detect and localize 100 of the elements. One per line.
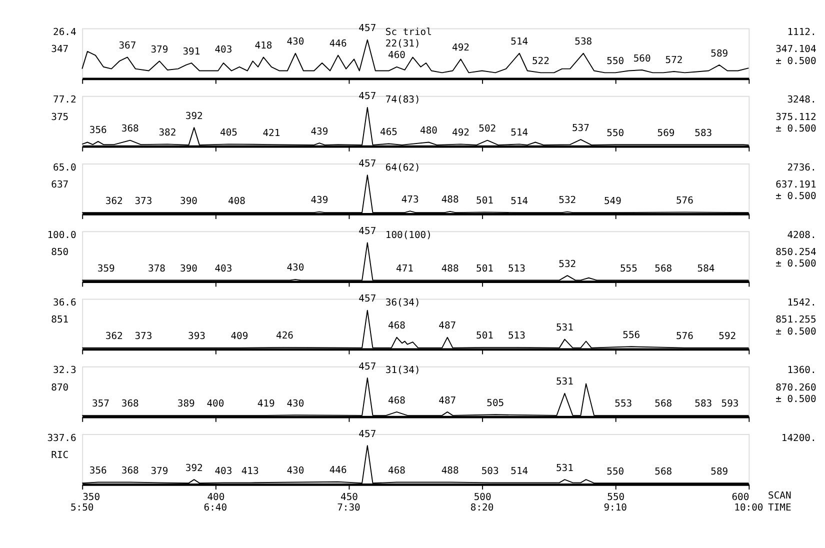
annotation: 576 [676,331,694,342]
y-axis-title: 637 [51,179,69,190]
annotation: 584 [697,264,715,274]
text: 347.104 [776,44,816,56]
text: 77.2 [53,94,76,106]
y-axis-title: 375 [51,112,69,123]
text: ± 0.500 [776,258,816,270]
annotation: 555 [620,264,638,274]
text: 375.112 [776,112,816,123]
annotation: 514 [510,127,528,138]
text: ± 0.500 [776,123,816,134]
annotation: 405 [220,127,238,138]
annotation: 503 [481,466,499,477]
annotation: 418 [254,40,272,52]
annotation: 492 [452,42,470,54]
text: 337.6 [47,432,76,444]
text: 850.254 [776,247,816,258]
annotation: 373 [134,331,152,342]
annotation: 362 [105,331,123,342]
annotation: 430 [286,466,304,477]
annotation: 368 [121,466,140,477]
annotation: 532 [558,195,576,206]
text: 64(62) [385,162,420,174]
annotation: 538 [574,36,592,48]
annotation: 589 [710,48,728,60]
annotation: 408 [228,196,246,207]
text: 36.6 [53,298,76,309]
annotation: 514 [510,466,528,477]
text: 3248. [787,94,816,106]
x2-tick-label: 9:10 [604,502,628,514]
annotation: 356 [89,124,108,136]
text: 65.0 [53,162,76,174]
x2-axis-title: TIME [768,502,792,514]
annotation: 502 [478,124,496,135]
annotation: 362 [105,196,123,207]
annotation: 568 [654,466,672,478]
text: ± 0.500 [776,191,816,202]
annotation: 446 [329,38,347,50]
annotation: 501 [476,264,494,274]
annotation: 413 [241,466,259,477]
annotation: 514 [510,36,528,48]
annotation: 446 [329,465,347,476]
annotation: 465 [380,127,398,138]
annotation: 403 [214,466,232,477]
annotation: 513 [508,330,526,342]
x2-tick-label: 6:40 [204,502,228,514]
text: 100(100) [385,230,432,241]
annotation: 457 [358,361,376,372]
annotation: 553 [614,398,632,410]
x2-tick-label: 10:00 [734,502,764,514]
x2-tick-label: 8:20 [470,502,494,514]
annotation: 379 [150,44,168,56]
annotation: 430 [286,36,304,48]
annotation: 487 [438,320,456,332]
text: 1360. [787,365,816,376]
annotation: 378 [148,264,166,274]
text: ± 0.500 [776,394,816,405]
y-axis-title: RIC [51,450,69,461]
annotation: 357 [92,398,110,410]
annotation: 501 [476,330,494,342]
x-axis-title: SCAN [768,490,792,502]
text: 26.4 [53,27,76,38]
x2-tick-label: 5:50 [70,502,94,514]
annotation: 569 [657,128,675,139]
annotation: 421 [262,128,280,139]
annotation: 583 [694,398,712,410]
annotation: 471 [396,264,414,274]
annotation: 457 [358,294,376,305]
annotation: 430 [286,398,304,410]
x-tick-label: 600 [732,492,750,504]
text: 1542. [787,298,816,309]
annotation: 426 [276,330,294,342]
annotation: 409 [230,331,248,342]
annotation: 468 [388,320,406,332]
text: 637.191 [776,179,816,190]
annotation: 473 [401,194,419,206]
annotation: 568 [654,264,672,274]
annotation: 572 [665,54,683,66]
annotation: 359 [97,264,116,274]
text: 1112. [787,27,816,38]
text: 31(34) [385,365,420,376]
text: 870.260 [776,382,816,394]
text: 74(83) [385,94,420,106]
annotation: 513 [508,264,526,274]
annotation: 379 [150,466,168,477]
annotation: 457 [358,23,376,34]
annotation: 460 [388,50,406,62]
text: 851.255 [776,314,816,326]
y-axis-title: 850 [51,247,69,258]
annotation: 593 [721,398,739,410]
annotation: 480 [420,126,438,137]
annotation: 589 [710,466,728,478]
annotation: 373 [134,196,152,207]
annotation: 22(31) [385,38,420,50]
annotation: 531 [556,322,574,334]
annotation: 382 [158,127,176,138]
annotation: 576 [676,195,694,206]
annotation: 392 [185,462,203,474]
annotation: 403 [214,264,232,274]
annotation: 367 [118,40,136,52]
